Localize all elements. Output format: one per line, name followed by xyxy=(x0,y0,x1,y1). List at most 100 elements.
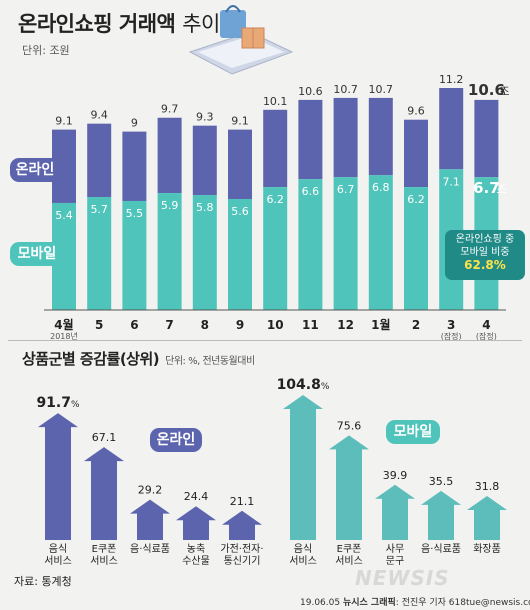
bar-mobile xyxy=(263,187,288,310)
growth-arrow-bar xyxy=(84,447,124,540)
data-label-mobile: 7.1 xyxy=(442,175,460,188)
bar-online xyxy=(122,131,147,201)
growth-value-label: 31.8 xyxy=(475,480,500,493)
data-label-online: 9.1 xyxy=(231,115,249,128)
data-label-online: 9.6 xyxy=(407,105,425,118)
bar-mobile xyxy=(228,199,252,310)
subsection-unit: 단위: %, 전년동월대비 xyxy=(165,356,255,367)
callout-value: 62.8% xyxy=(464,258,506,272)
x-tick-label: 7 xyxy=(165,318,173,332)
callout-line2: 모바일 비중 xyxy=(460,247,510,258)
data-label-online: 9.1 xyxy=(55,115,73,128)
group-label-mobile: 모바일 xyxy=(386,420,440,444)
bar-online xyxy=(157,117,182,194)
unit-suffix-mobile: 조 xyxy=(496,183,506,196)
title-main: 온라인쇼핑 거래액 xyxy=(18,12,176,36)
x-tick-label: 6 xyxy=(130,318,138,332)
x-tick-label: 2 xyxy=(412,318,420,332)
category-label: 화장품 xyxy=(473,543,501,555)
x-tick-label: 11 xyxy=(302,318,319,332)
credit-date: 19.06.05 xyxy=(300,598,341,608)
growth-value-label: 91.7% xyxy=(36,395,80,411)
growth-arrow-bar xyxy=(329,435,369,540)
x-tick-label: 3 xyxy=(447,318,455,332)
growth-value-label: 35.5 xyxy=(429,475,454,488)
growth-arrow-bar xyxy=(222,510,262,540)
category-label: 음식 xyxy=(294,543,312,555)
x-tick-label: 9 xyxy=(236,318,244,332)
bar-mobile xyxy=(157,193,182,310)
growth-value-label: 75.6 xyxy=(337,419,362,432)
growth-arrow-bar xyxy=(467,496,507,540)
growth-value-label: 29.2 xyxy=(138,484,163,497)
bar-mobile xyxy=(298,179,323,310)
data-label-mobile: 5.8 xyxy=(196,201,214,214)
bar-online xyxy=(87,123,112,198)
title-suffix: 추이 xyxy=(182,12,220,36)
category-label: 서비스 xyxy=(90,555,118,567)
growth-arrow-bar xyxy=(176,506,216,540)
category-label: 음·식료품 xyxy=(421,543,461,555)
credit-name: 전진우 기자 618tue@newsis.com xyxy=(401,598,530,608)
bar-mobile xyxy=(404,187,428,310)
newsis-watermark: NEWSIS xyxy=(355,566,450,590)
bar-mobile xyxy=(122,200,147,310)
legend-online: 온라인 xyxy=(10,158,60,182)
growth-value-unit: % xyxy=(321,382,330,392)
category-label: E쿠폰 xyxy=(92,543,117,555)
data-label-mobile: 6.7 xyxy=(473,179,500,197)
growth-value-label: 21.1 xyxy=(230,495,255,508)
data-label-online: 10.7 xyxy=(333,83,358,96)
x-tick-label: 4월 xyxy=(54,317,73,332)
data-label-mobile: 6.2 xyxy=(407,193,425,206)
data-label-mobile: 6.6 xyxy=(302,185,320,198)
credit-org: 뉴시스 그래픽 xyxy=(342,598,396,608)
data-label-online: 9.3 xyxy=(196,111,214,124)
growth-arrow-bar xyxy=(375,484,415,540)
category-label: E쿠폰 xyxy=(337,543,362,555)
x-tick-label: 10 xyxy=(267,318,284,332)
mobile-share-callout: 온라인쇼핑 중 모바일 비중 62.8% xyxy=(445,230,525,280)
shopping-phone-icon xyxy=(188,5,294,75)
bar-mobile xyxy=(192,195,217,310)
category-label: 음식 xyxy=(49,543,67,555)
growth-value-label: 24.4 xyxy=(184,490,209,503)
data-label-mobile: 6.2 xyxy=(266,193,284,206)
legend-mobile: 모바일 xyxy=(10,242,64,266)
growth-arrow-bar xyxy=(130,499,170,540)
subsection-title-text: 상품군별 증감률(상위) xyxy=(22,350,160,368)
bar-mobile xyxy=(87,197,112,310)
data-label-mobile: 6.8 xyxy=(372,181,390,194)
data-label-mobile: 5.7 xyxy=(90,203,108,216)
data-label-online: 9 xyxy=(131,117,138,130)
category-label: 통신기기 xyxy=(224,555,261,567)
credit-line: 19.06.05 뉴시스 그래픽: 전진우 기자 618tue@newsis.c… xyxy=(300,595,530,608)
bar-online xyxy=(192,125,217,196)
x-tick-sublabel: 2018년 xyxy=(50,331,78,340)
x-tick-sublabel: (잠정) xyxy=(441,331,462,340)
data-label-online: 9.4 xyxy=(90,109,108,122)
x-tick-label: 8 xyxy=(201,318,209,332)
category-label: 문구 xyxy=(386,555,404,567)
x-tick-label: 1월 xyxy=(371,317,390,332)
category-label: 수산물 xyxy=(182,555,210,567)
x-tick-sublabel: (잠정) xyxy=(476,331,497,340)
data-label-online: 9.7 xyxy=(161,103,179,116)
category-label: 서비스 xyxy=(335,555,363,567)
data-label-online: 11.2 xyxy=(439,73,464,86)
bar-online xyxy=(263,109,288,188)
x-tick-label: 5 xyxy=(95,318,103,332)
shopping-bag-icon xyxy=(220,10,246,38)
data-label-mobile: 5.4 xyxy=(55,209,73,222)
bar-online xyxy=(368,97,393,176)
growth-arrow-bar xyxy=(283,395,323,540)
data-label-online: 10.1 xyxy=(263,95,288,108)
unit-label: 단위: 조원 xyxy=(22,44,70,57)
category-label: 서비스 xyxy=(44,555,72,567)
bar-online xyxy=(228,129,252,199)
growth-arrow-bar xyxy=(421,490,461,540)
x-tick-label: 12 xyxy=(337,318,354,332)
data-label-online: 10.6 xyxy=(468,81,505,99)
bar-mobile xyxy=(333,177,358,310)
group-label-online: 온라인 xyxy=(150,428,202,452)
